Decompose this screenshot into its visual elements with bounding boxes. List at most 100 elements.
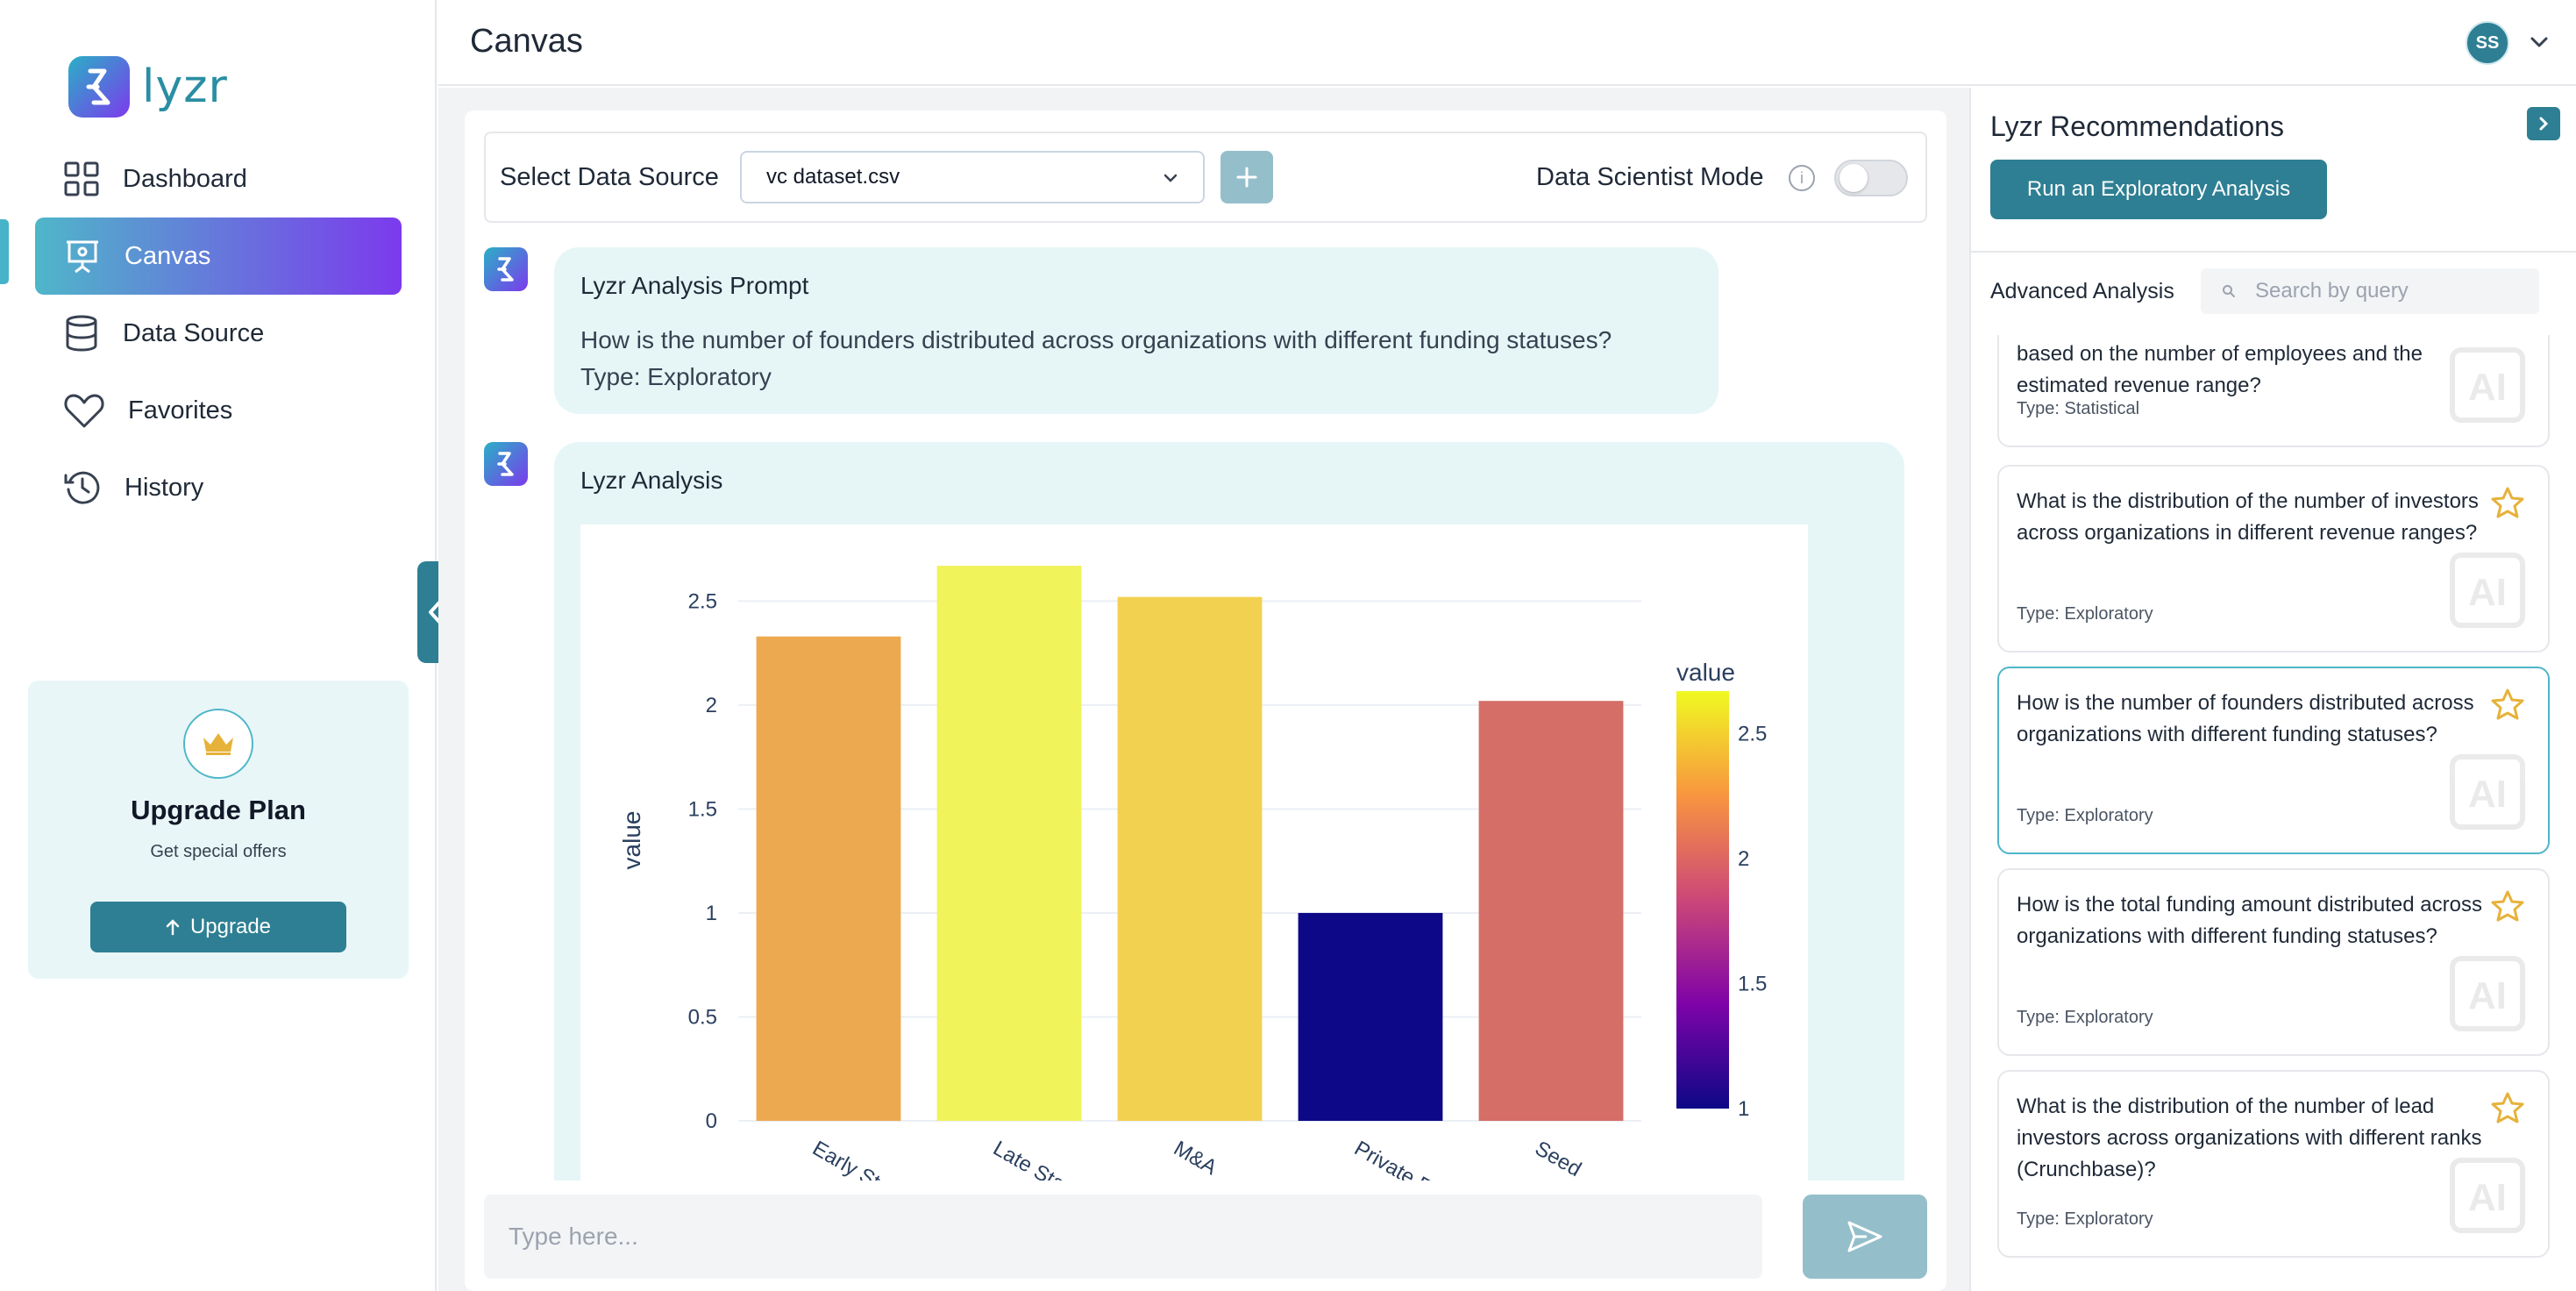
recommendation-text: What is the distribution of the number o… [2017,489,2479,545]
search-input[interactable]: Search by query [2201,268,2539,314]
logo[interactable]: lyzr [68,56,228,118]
presentation-icon [67,240,98,274]
send-button[interactable] [1803,1195,1927,1279]
svg-text:AI: AI [2468,571,2507,614]
chat-input[interactable]: Type here... [484,1195,1762,1279]
chat-input-placeholder: Type here... [509,1223,638,1250]
svg-text:AI: AI [2468,974,2507,1017]
sidebar-item-history[interactable]: History [35,449,402,526]
y-tick-label: 2 [706,694,717,717]
collapse-panel-button[interactable] [2527,107,2560,140]
sidebar-item-favorites[interactable]: Favorites [35,372,402,449]
recommendation-type: Type: Exploratory [2017,1209,2153,1229]
ai-chip-icon: AI [2450,956,2525,1031]
lyzr-logo-icon [68,56,130,118]
star-icon[interactable] [2490,486,2525,519]
sidebar-nav: Dashboard Canvas Data Source Favorites H… [35,140,402,526]
x-tick-label: Private E [1350,1137,1436,1180]
bar [1117,596,1263,1121]
colorbar-title: value [1676,659,1735,686]
heart-icon [64,394,104,428]
prompt-bubble: Lyzr Analysis Prompt How is the number o… [554,247,1719,414]
upgrade-card: Upgrade Plan Get special offers Upgrade [28,681,409,979]
avatar[interactable]: SS [2466,21,2509,65]
analysis-bubble: Lyzr Analysis 0 0.5 1 1.5 2 2.5 value Early St L… [554,442,1904,1180]
sidebar-item-dashboard[interactable]: Dashboard [35,140,402,218]
add-data-source-button[interactable] [1220,151,1273,203]
data-source-select[interactable]: vc dataset.csv [740,151,1205,203]
advanced-analysis-label: Advanced Analysis [1990,279,2174,303]
sidebar: lyzr Dashboard Canvas Data Source Favori… [0,0,452,1291]
arrow-up-icon [166,919,180,936]
recommendation-type: Type: Exploratory [2017,1008,2153,1027]
x-tick-label: M&A [1170,1137,1221,1180]
history-icon [64,471,100,504]
search-placeholder: Search by query [2255,279,2409,303]
data-source-selected: vc dataset.csv [766,165,900,189]
prompt-type: Type: Exploratory [580,363,772,390]
data-source-bar: Select Data Source vc dataset.csv Data S… [484,132,1927,223]
recommendation-card[interactable]: What is the distribution of the number o… [1997,465,2550,653]
recommendation-type: Type: Exploratory [2017,604,2153,624]
sidebar-item-label: Data Source [123,318,265,347]
recommendations-panel: Lyzr Recommendations Run an Exploratory … [1969,88,2576,1291]
active-nav-marker [0,219,9,284]
star-icon[interactable] [2490,1091,2525,1124]
bar [756,636,901,1121]
canvas-card: Select Data Source vc dataset.csv Data S… [465,111,1946,1291]
recommendation-type: Type: Statistical [2017,399,2140,418]
run-exploratory-analysis-button[interactable]: Run an Exploratory Analysis [1990,160,2327,219]
ai-chip-icon: AI [2450,1158,2525,1233]
x-tick-label: Late Sta [989,1137,1069,1180]
ai-chip-icon: AI [2450,754,2525,830]
star-icon[interactable] [2490,688,2525,721]
upgrade-button-label: Upgrade [189,915,272,938]
sidebar-item-label: Favorites [128,396,233,424]
colorbar-tick-label: 2 [1738,847,1749,871]
data-scientist-mode-toggle[interactable] [1834,160,1908,196]
ai-chip-icon: AI [2450,347,2525,423]
y-tick-label: 2.5 [688,589,717,613]
recommendation-text: What is the distribution of the number o… [2017,1095,2482,1181]
prompt-title: Lyzr Analysis Prompt [580,272,809,299]
info-icon[interactable]: i [1789,165,1815,191]
y-tick-label: 0.5 [688,1005,717,1029]
header: Canvas SS [438,0,2576,86]
colorbar-tick-label: 1.5 [1738,972,1767,995]
data-source-label: Select Data Source [500,163,719,191]
sidebar-item-canvas[interactable]: Canvas [35,218,402,295]
lyzr-bot-icon [484,442,528,486]
y-axis-label: value [618,811,645,870]
bar [1298,912,1443,1121]
svg-text:AI: AI [2468,366,2507,409]
star-icon[interactable] [2490,889,2525,923]
recommendation-card[interactable]: What is the distribution of the number o… [1997,1070,2550,1258]
x-tick-label: Early St [808,1137,885,1180]
svg-text:AI: AI [2468,1176,2507,1219]
chevron-left-icon [429,601,441,624]
chevron-down-icon[interactable] [2529,33,2550,51]
y-tick-label: 1 [706,902,717,925]
ai-chip-icon: AI [2450,553,2525,628]
recommendation-card[interactable]: How is the total funding amount distribu… [1997,868,2550,1056]
chart-container: 0 0.5 1 1.5 2 2.5 value Early St Late Sta M&A Priv… [580,524,1808,1180]
upgrade-title: Upgrade Plan [131,795,306,825]
recommendation-card[interactable]: based on the number of employees and the… [1997,335,2550,447]
analysis-title: Lyzr Analysis [580,467,723,494]
upgrade-button[interactable]: Upgrade [90,902,346,952]
colorbar [1676,691,1729,1109]
colorbar-tick-label: 1 [1738,1097,1749,1121]
database-icon [66,315,97,352]
main-area: Select Data Source vc dataset.csv Data S… [438,88,1969,1291]
send-icon [1847,1221,1882,1252]
bar [936,566,1082,1121]
recommendation-text: How is the number of founders distribute… [2017,691,2474,746]
sidebar-item-data-source[interactable]: Data Source [35,295,402,372]
sidebar-item-label: History [125,473,204,502]
recommendation-card-selected[interactable]: How is the number of founders distribute… [1997,667,2550,854]
bar-chart: 0 0.5 1 1.5 2 2.5 value Early St Late Sta M&A Priv… [618,566,1767,1180]
toggle-knob [1839,164,1868,192]
colorbar-tick-label: 2.5 [1738,722,1767,745]
chevron-down-icon [1163,174,1178,182]
recommendation-list: based on the number of employees and the… [1997,335,2550,1291]
